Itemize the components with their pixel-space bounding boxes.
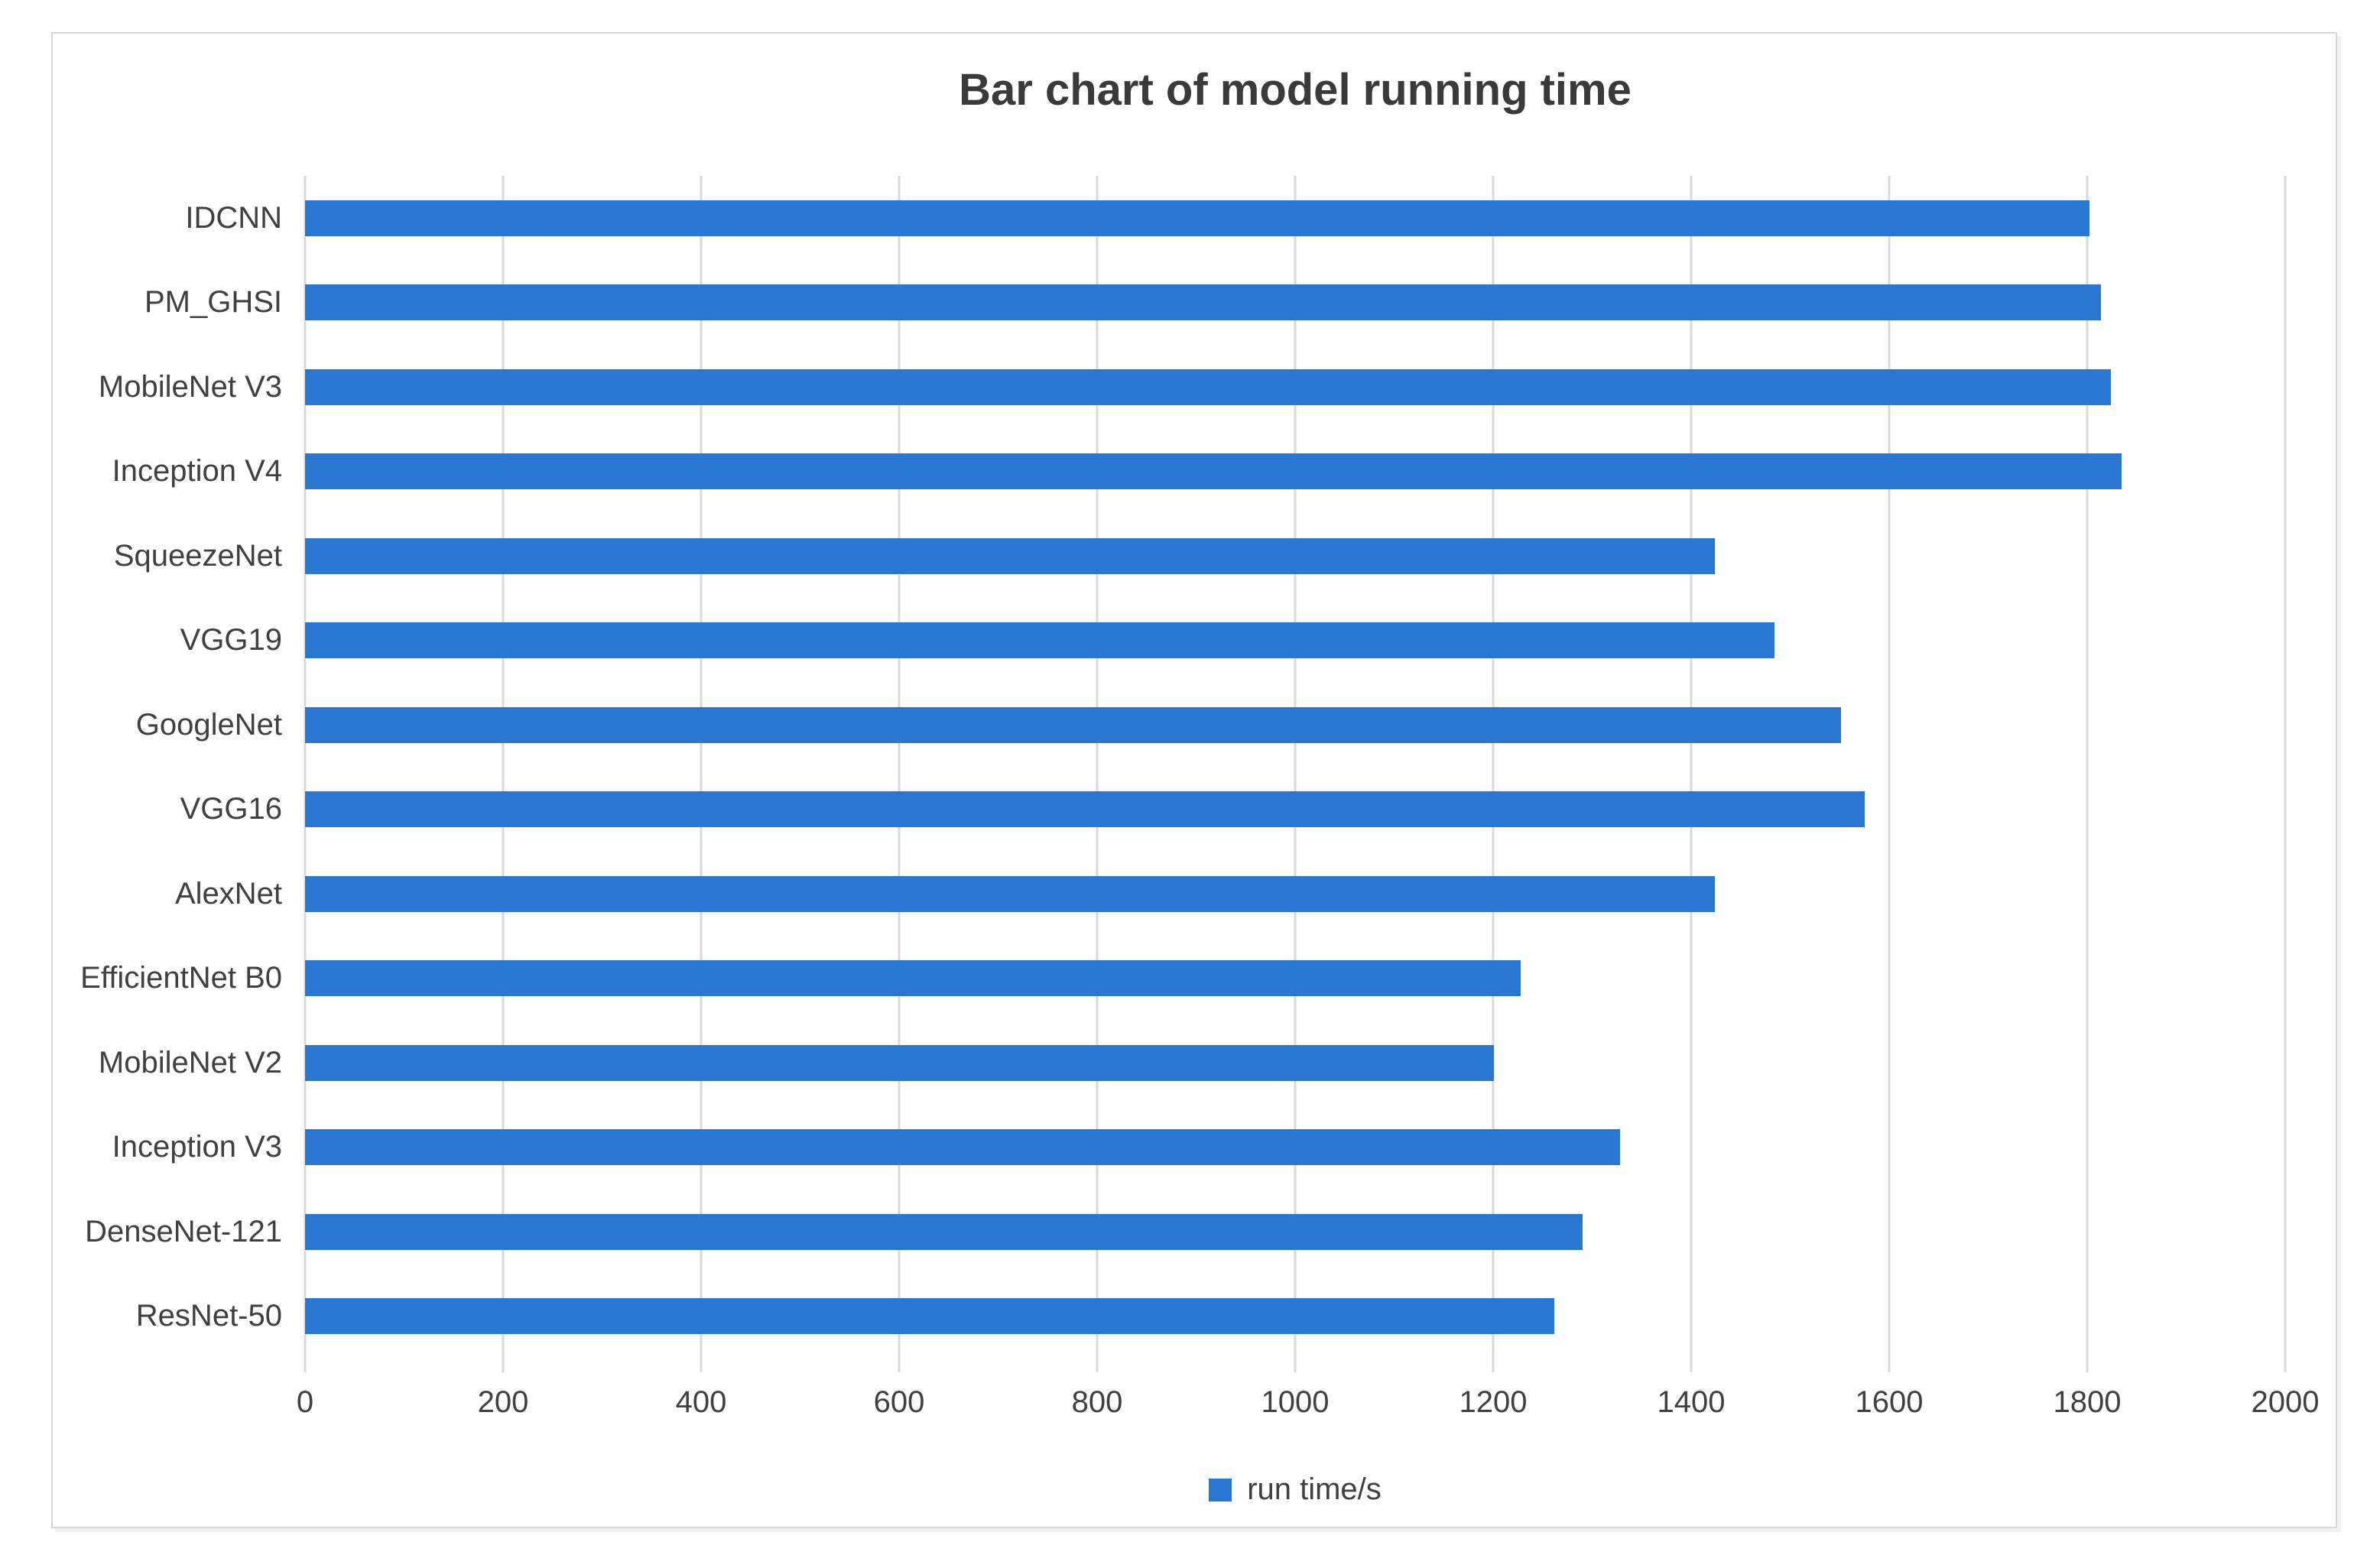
- chart-frame: Bar chart of model running time IDCNN PM_…: [51, 32, 2337, 1528]
- bar: [305, 1129, 1620, 1166]
- bar: [305, 875, 1716, 912]
- gridline: [1492, 176, 1495, 1359]
- x-tick-label: 600: [873, 1385, 925, 1419]
- axis-tick: [700, 1359, 703, 1372]
- gridline: [2284, 176, 2287, 1359]
- x-tick-label: 2000: [2251, 1385, 2320, 1419]
- bar-row: [305, 937, 2285, 1021]
- y-axis-label: MobileNet V3: [98, 369, 282, 404]
- gridline: [304, 176, 307, 1359]
- y-axis-label: AlexNet: [174, 876, 282, 911]
- legend-label: run time/s: [1247, 1472, 1382, 1506]
- axis-tick: [502, 1359, 505, 1372]
- y-axis-label: VGG16: [180, 792, 282, 826]
- gridline: [1096, 176, 1099, 1359]
- gridline: [1888, 176, 1891, 1359]
- bar-row: [305, 514, 2285, 599]
- x-tick-label: 200: [477, 1385, 529, 1419]
- bar: [305, 706, 1841, 743]
- x-tick-label: 1600: [1855, 1385, 1924, 1419]
- bar: [305, 200, 2089, 236]
- bar-row: [305, 768, 2285, 852]
- x-axis-labels: 0 200 400 600 800 1000 1200 1400 1600 1800 2000: [297, 1385, 2320, 1425]
- x-tick-label: 1000: [1261, 1385, 1330, 1419]
- y-axis-label: PM_GHSI: [144, 285, 282, 320]
- bar-row: [305, 261, 2285, 346]
- bar: [305, 368, 2112, 405]
- bar-row: [305, 1274, 2285, 1359]
- gridline: [1690, 176, 1693, 1359]
- y-axis-label: SqueezeNet: [113, 538, 282, 573]
- y-axis-label: VGG19: [180, 623, 282, 657]
- y-axis-label: IDCNN: [185, 200, 282, 235]
- axis-tick: [898, 1359, 901, 1372]
- chart-title: Bar chart of model running time: [959, 65, 1632, 115]
- y-axis-label: EfficientNet B0: [80, 961, 282, 995]
- bar-row: [305, 1190, 2285, 1274]
- y-axis-label: Inception V3: [112, 1130, 282, 1164]
- axis-tick: [1096, 1359, 1099, 1372]
- bar: [305, 284, 2102, 321]
- axis-tick: [1492, 1359, 1495, 1372]
- x-tick-label: 0: [296, 1385, 314, 1419]
- legend-swatch: [1209, 1478, 1232, 1501]
- bar-row: [305, 345, 2285, 430]
- bar: [305, 791, 1865, 828]
- gridline: [1294, 176, 1297, 1359]
- gridline: [2086, 176, 2089, 1359]
- x-tick-label: 400: [675, 1385, 727, 1419]
- axis-tick: [1690, 1359, 1693, 1372]
- bar: [305, 453, 2122, 490]
- gridline: [700, 176, 703, 1359]
- bar: [305, 1213, 1583, 1250]
- gridline: [898, 176, 901, 1359]
- axis-tick: [2284, 1359, 2287, 1372]
- y-axis-label: ResNet-50: [135, 1299, 282, 1333]
- bar-row: [305, 176, 2285, 261]
- bar-row: [305, 1105, 2285, 1190]
- bar-row: [305, 683, 2285, 768]
- legend: run time/s: [305, 1472, 2285, 1507]
- y-axis-label: MobileNet V2: [98, 1045, 282, 1079]
- bar: [305, 537, 1716, 574]
- bar-row: [305, 852, 2285, 937]
- y-axis-labels: IDCNN PM_GHSI MobileNet V3 Inception V4 Sque…: [53, 176, 282, 1359]
- axis-tick-layer: [304, 1359, 2287, 1372]
- x-tick-label: 1400: [1657, 1385, 1726, 1419]
- bar-row: [305, 430, 2285, 515]
- y-axis-label: DenseNet-121: [85, 1214, 282, 1248]
- y-axis-label: Inception V4: [112, 454, 282, 489]
- bar: [305, 1298, 1555, 1335]
- bar-layer: [305, 176, 2285, 1359]
- x-tick-label: 800: [1071, 1385, 1123, 1419]
- x-tick-label: 1200: [1459, 1385, 1528, 1419]
- bar: [305, 960, 1521, 997]
- bar: [305, 1044, 1495, 1081]
- axis-tick: [304, 1359, 307, 1372]
- axis-tick: [1294, 1359, 1297, 1372]
- bar-row: [305, 1021, 2285, 1105]
- y-axis-label: GoogleNet: [135, 707, 282, 742]
- axis-tick: [1888, 1359, 1891, 1372]
- axis-tick: [2086, 1359, 2089, 1372]
- x-tick-label: 1800: [2053, 1385, 2122, 1419]
- bar: [305, 622, 1774, 659]
- plot-area: [304, 176, 2287, 1359]
- gridline: [502, 176, 505, 1359]
- bar-row: [305, 599, 2285, 683]
